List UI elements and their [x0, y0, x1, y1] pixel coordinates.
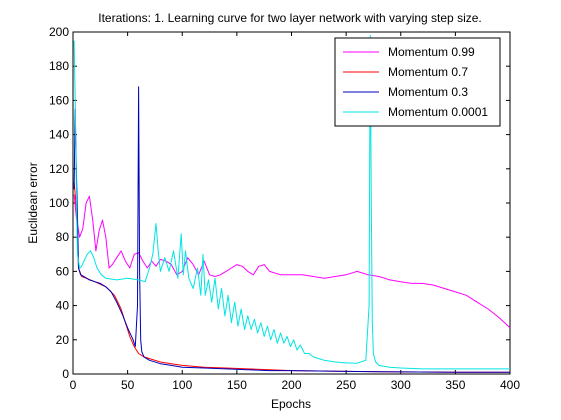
- x-tick-label: 350: [445, 378, 465, 392]
- legend: Momentum 0.99 Momentum 0.7 Momentum 0.3 Mom…: [334, 37, 501, 127]
- x-tick-label: 300: [391, 378, 411, 392]
- series-line-momentum-0-0001: [73, 34, 510, 370]
- y-axis-label: Euclidean error: [26, 162, 40, 243]
- legend-label: Momentum 0.3: [388, 85, 468, 99]
- series-line-momentum-0-99: [73, 194, 510, 329]
- x-tick-label: 400: [500, 378, 520, 392]
- y-tick-label: 60: [56, 264, 70, 278]
- axis-ticks: 0 50 100 150 200 250 300 350 400 0 20 40 60 80 100 120 1…: [49, 25, 520, 392]
- x-tick-label: 0: [70, 378, 77, 392]
- series-line-momentum-0-3: [73, 86, 510, 373]
- x-tick-label: 100: [172, 378, 192, 392]
- legend-box: [334, 37, 501, 127]
- x-axis-label: Epochs: [271, 397, 311, 411]
- y-tick-label: 0: [62, 367, 69, 381]
- legend-label: Momentum 0.99: [388, 45, 475, 59]
- y-tick-label: 40: [56, 299, 70, 313]
- y-tick-label: 120: [49, 162, 69, 176]
- x-tick-label: 150: [227, 378, 247, 392]
- x-tick-label: 200: [281, 378, 301, 392]
- series-lines: [73, 34, 510, 373]
- y-tick-label: 100: [49, 196, 69, 210]
- chart-title: Iterations: 1. Learning curve for two la…: [98, 11, 482, 25]
- y-tick-label: 180: [49, 59, 69, 73]
- y-tick-label: 160: [49, 93, 69, 107]
- y-tick-label: 140: [49, 128, 69, 142]
- y-tick-label: 20: [56, 333, 70, 347]
- x-tick-label: 250: [336, 378, 356, 392]
- x-tick-label: 50: [121, 378, 135, 392]
- y-tick-label: 80: [56, 230, 70, 244]
- y-tick-label: 200: [49, 25, 69, 39]
- legend-label: Momentum 0.7: [388, 65, 468, 79]
- legend-label: Momentum 0.0001: [388, 105, 488, 119]
